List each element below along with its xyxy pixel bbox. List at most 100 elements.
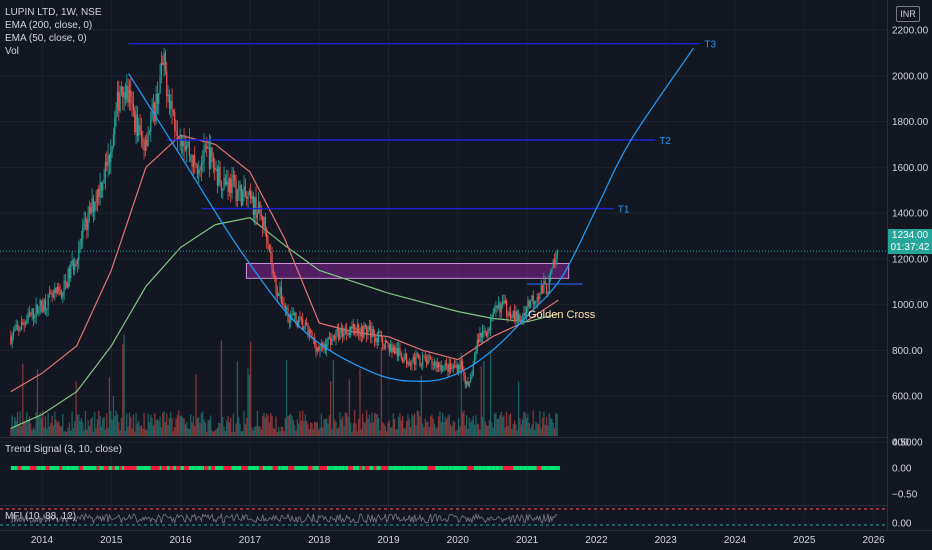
candle-body — [11, 334, 13, 344]
volume-bar — [172, 431, 175, 436]
trend-signal-segment — [369, 466, 374, 470]
candle-body — [227, 181, 229, 192]
candle-body — [256, 213, 258, 219]
candle-body — [330, 337, 332, 345]
candle-body — [244, 185, 246, 198]
candle-body — [384, 340, 386, 349]
trend-signal-segment — [103, 466, 107, 470]
volume-bar — [539, 410, 541, 436]
trend-signal-segment — [396, 466, 402, 470]
volume-bar — [206, 431, 208, 436]
volume-legend[interactable]: Vol — [5, 46, 19, 57]
candle-body — [327, 337, 329, 345]
candle-body — [495, 305, 497, 310]
candle-body — [218, 166, 220, 186]
currency-badge[interactable]: INR — [896, 6, 920, 22]
candle-body — [528, 301, 530, 307]
volume-bar — [136, 423, 139, 436]
candle-body — [555, 257, 557, 264]
candle-body — [541, 285, 544, 294]
volume-bar — [183, 418, 185, 436]
candle-body — [340, 328, 342, 333]
candle-body — [35, 304, 37, 318]
volume-bar — [500, 411, 502, 436]
candle-body — [306, 322, 308, 324]
volume-bar — [108, 377, 111, 436]
volume-bar — [306, 421, 308, 436]
volume-bar — [215, 429, 217, 436]
volume-bar — [98, 410, 100, 436]
volume-bar — [472, 415, 474, 436]
volume-bar — [95, 428, 97, 436]
candle-body — [454, 365, 456, 368]
volume-bar — [178, 410, 180, 436]
candle-body — [123, 92, 125, 98]
breakout-zone — [245, 262, 583, 285]
candle-body — [328, 337, 330, 339]
volume-bar — [70, 430, 72, 436]
candle-body — [475, 351, 477, 357]
volume-bar — [525, 417, 528, 436]
candle-body — [15, 325, 17, 330]
candle-body — [448, 362, 450, 373]
candle-body — [27, 312, 29, 320]
candle-body — [271, 253, 273, 270]
symbol-title[interactable]: LUPIN LTD, 1W, NSE — [5, 7, 102, 18]
trend-signal-segment — [420, 466, 423, 470]
volume-bar — [400, 420, 402, 436]
ema50-legend[interactable]: EMA (50, close, 0) — [5, 33, 87, 44]
ema200-legend[interactable]: EMA (200, close, 0) — [5, 20, 93, 31]
volume-bar — [264, 417, 266, 436]
candle-body — [525, 306, 528, 316]
candle-body — [312, 337, 314, 339]
volume-bar — [106, 412, 108, 436]
candle-body — [552, 259, 554, 269]
trend-signal-segment — [75, 466, 79, 470]
trend-signal-segment — [204, 466, 209, 470]
candle-body — [481, 331, 484, 338]
volume-bar — [66, 431, 68, 436]
volume-bar — [262, 415, 264, 436]
golden-cross-annotation: Golden Cross — [528, 309, 596, 321]
candle-body — [170, 100, 172, 109]
volume-bar — [290, 413, 292, 436]
volume-bar — [435, 428, 437, 436]
volume-bar — [350, 422, 352, 436]
volume-bar — [122, 344, 124, 436]
candle-body — [331, 336, 333, 345]
volume-bar — [552, 422, 554, 436]
candle-body — [96, 188, 99, 203]
volume-bar — [547, 425, 549, 436]
volume-bar — [115, 410, 117, 436]
candle-body — [444, 363, 446, 366]
candle-body — [139, 125, 141, 131]
time-axis[interactable]: 2014 2015 2016 2017 2018 2019 2020 2021 2022 2023… — [31, 535, 885, 546]
trend-signal-segment — [531, 466, 537, 470]
trend-signal-segment — [376, 466, 381, 470]
candle-body — [82, 227, 84, 239]
trend-signal-segment — [21, 466, 27, 470]
trend-signal-segment — [380, 466, 384, 470]
candle-body — [410, 365, 412, 367]
trend-signal-segment — [536, 466, 542, 470]
volume-bar — [124, 431, 127, 436]
candle-body — [442, 370, 444, 371]
volume-bar — [48, 426, 51, 436]
candle-body — [499, 302, 501, 313]
trend-signal-segment — [10, 466, 15, 470]
volume-bar — [255, 426, 257, 436]
price-axis[interactable]: 400.00 600.00 800.00 1000.00 1200.00 1400.00 1… — [892, 26, 929, 530]
candle-body — [391, 344, 393, 353]
mfi-title[interactable]: MFI (10, 88, 12) — [5, 511, 77, 522]
trend-signal-title[interactable]: Trend Signal (3, 10, close) — [5, 444, 122, 455]
candle-body — [491, 317, 493, 319]
volume-bar — [210, 415, 212, 436]
trend-signal-segment — [326, 466, 330, 470]
candle-body — [359, 333, 361, 337]
volume-bar — [119, 430, 121, 436]
candle-body — [456, 365, 458, 372]
trend-signal-segment — [388, 466, 393, 470]
candle-body — [493, 309, 496, 312]
candle-body — [457, 365, 460, 372]
